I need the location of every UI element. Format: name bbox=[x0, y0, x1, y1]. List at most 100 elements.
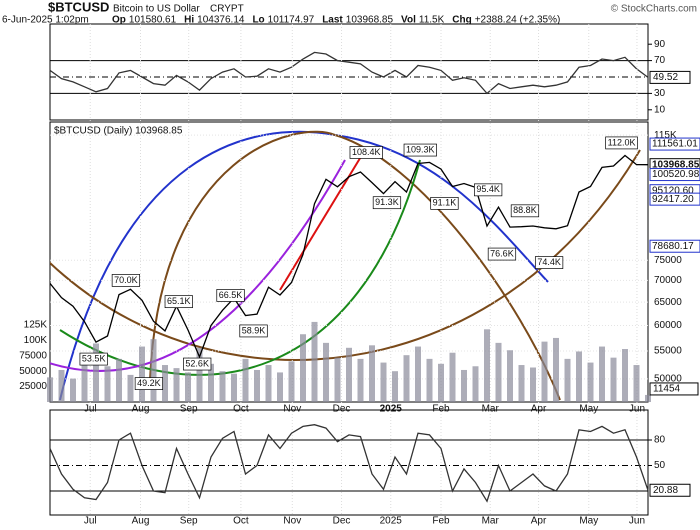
volume-bar bbox=[415, 346, 421, 402]
volume-bar bbox=[81, 364, 88, 402]
annotation-box bbox=[79, 352, 108, 366]
volume-bar bbox=[219, 371, 226, 402]
annotation-box bbox=[216, 289, 245, 302]
volume-bar bbox=[380, 362, 387, 402]
volume-bar bbox=[104, 366, 111, 402]
y-tick-label: 80 bbox=[654, 435, 666, 446]
volume-bar bbox=[599, 346, 605, 402]
x-tick-label: Jun bbox=[629, 516, 645, 527]
panel-title: $BTCUSD (Daily) 103968.85 bbox=[54, 126, 183, 137]
annotation-label: 95.4K bbox=[476, 184, 500, 194]
annotation-label: 66.5K bbox=[219, 290, 243, 300]
annotation-label: 74.4K bbox=[537, 257, 561, 267]
y2-tick-label: 100K bbox=[24, 335, 48, 346]
x-tick-label: Nov bbox=[283, 404, 301, 415]
y-tick-label: 55000 bbox=[654, 346, 682, 357]
stat-value: +2388.24 (+2.35%) bbox=[475, 15, 561, 26]
volume-bar bbox=[426, 358, 433, 402]
x-tick-label: Mar bbox=[482, 516, 500, 527]
annotation-box bbox=[474, 183, 503, 197]
volume-bar bbox=[139, 346, 145, 402]
last-value-box bbox=[649, 70, 691, 84]
volume-bar bbox=[346, 347, 352, 402]
x-tick-label: Oct bbox=[233, 516, 249, 527]
annotation-box bbox=[605, 136, 638, 150]
volume-bar bbox=[162, 365, 168, 402]
x-tick-label: Aug bbox=[132, 404, 150, 415]
x-tick-label: Sep bbox=[180, 516, 198, 527]
stat-value: 101580.61 bbox=[129, 15, 177, 26]
y2-tick-label: 125K bbox=[24, 320, 48, 331]
annotation-label: 112.0K bbox=[608, 137, 636, 147]
volume-bar bbox=[484, 329, 490, 402]
x-tick-label: May bbox=[579, 404, 598, 415]
x-tick-label: Oct bbox=[233, 404, 249, 415]
volume-bar bbox=[93, 343, 99, 402]
volume-bar bbox=[323, 342, 329, 402]
stat-value: 103968.85 bbox=[346, 15, 394, 26]
y2-tick-label: 25000 bbox=[19, 381, 47, 392]
annotation-label: 52.6K bbox=[185, 358, 209, 368]
exchange: CRYPT bbox=[210, 4, 244, 15]
annotation-box bbox=[487, 247, 517, 261]
stat-value: 101174.97 bbox=[268, 15, 315, 26]
volume-bar bbox=[254, 369, 260, 402]
annotation-label: 49.2K bbox=[137, 378, 161, 388]
volume-bar bbox=[277, 372, 283, 402]
annotation-label: 91.1K bbox=[433, 198, 457, 208]
volume-bar bbox=[300, 334, 306, 402]
volume-bar bbox=[58, 369, 65, 402]
volume-bar bbox=[461, 369, 467, 402]
volume-bar bbox=[265, 365, 272, 402]
annotation-label: 108.4K bbox=[352, 147, 381, 157]
x-tick-label: Dec bbox=[333, 404, 351, 415]
x-tick-label: Jun bbox=[629, 404, 645, 415]
volume-bar bbox=[622, 349, 628, 402]
annotation-box bbox=[430, 196, 459, 210]
annotation-box bbox=[164, 295, 193, 309]
last-value: 49.52 bbox=[653, 72, 678, 83]
volume-bar bbox=[449, 352, 456, 402]
line bbox=[49, 154, 649, 359]
y-tick-label: 65000 bbox=[654, 297, 682, 308]
y-tick-label: 60000 bbox=[654, 320, 682, 331]
y2-tick-label: 75000 bbox=[19, 350, 47, 361]
annotation-label: 65.1K bbox=[167, 296, 191, 306]
volume-bar bbox=[288, 361, 295, 402]
x-tick-label: Apr bbox=[531, 404, 547, 415]
volume-bar bbox=[645, 394, 651, 402]
annotation-box bbox=[349, 146, 383, 159]
volume-bar bbox=[334, 357, 341, 402]
y-tick-label: 10 bbox=[654, 104, 666, 115]
level-label: 92417.20 bbox=[652, 194, 694, 205]
volume-bar bbox=[208, 363, 214, 402]
y-tick-label: 115K bbox=[654, 130, 677, 141]
volume-bar bbox=[518, 365, 525, 402]
volume-bar bbox=[438, 363, 444, 402]
stat-label: Last bbox=[322, 15, 343, 26]
last-volume-box bbox=[649, 382, 699, 396]
annotation-label: 109.3K bbox=[406, 144, 435, 154]
volume-bar bbox=[196, 347, 203, 402]
stat-label: Hi bbox=[184, 15, 194, 26]
y-tick-label: 70 bbox=[654, 55, 666, 66]
volume-bar bbox=[610, 357, 617, 402]
line bbox=[49, 51, 649, 95]
x-tick-label: May bbox=[579, 516, 598, 527]
rsi-panel bbox=[49, 23, 649, 121]
annotation-label: 91.3K bbox=[375, 197, 399, 207]
volume-bar bbox=[311, 321, 318, 402]
y-tick-label: 50 bbox=[654, 460, 666, 471]
stat-label: Op bbox=[112, 15, 126, 26]
symbol: $BTCUSD bbox=[48, 0, 109, 14]
volume-bar bbox=[357, 358, 364, 402]
volume-bar bbox=[242, 358, 249, 402]
x-tick-label: Mar bbox=[482, 404, 500, 415]
stat-value: 11.5K bbox=[419, 15, 445, 26]
annotation-box bbox=[134, 377, 164, 390]
level-label: 100520.98 bbox=[652, 169, 700, 180]
level-box bbox=[649, 192, 700, 206]
level-label: 111561.01 bbox=[652, 139, 698, 150]
annotation-box bbox=[183, 357, 212, 371]
annotation-box bbox=[510, 204, 540, 218]
